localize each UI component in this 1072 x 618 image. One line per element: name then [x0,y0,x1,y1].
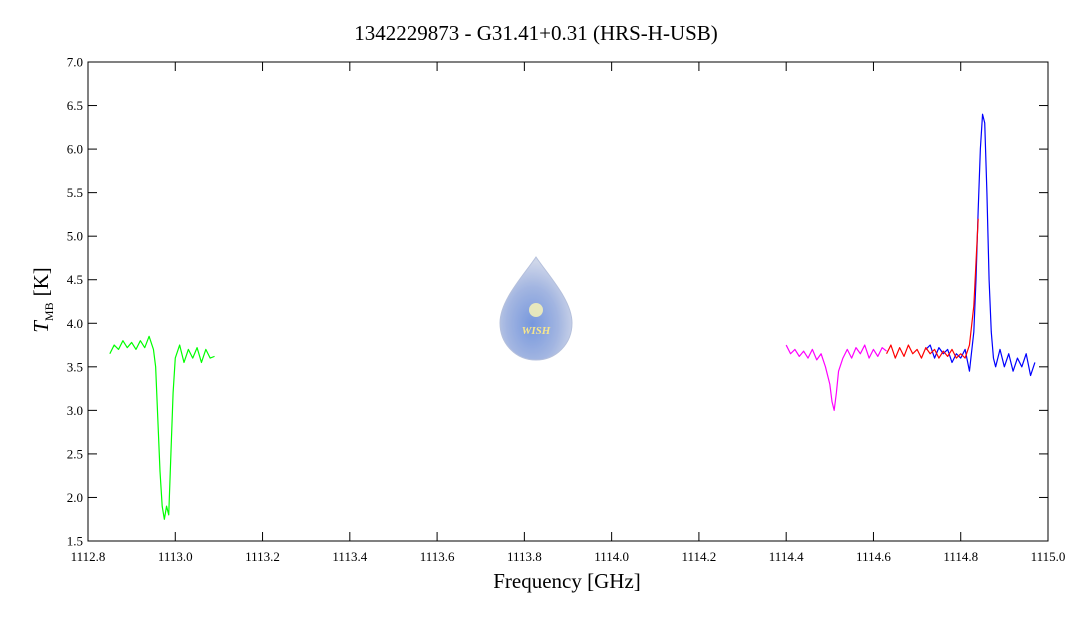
y-axis-label: TMB [K] [29,267,56,333]
y-tick-label: 3.0 [67,403,83,418]
x-tick-label: 1113.0 [158,549,193,564]
x-tick-label: 1114.8 [943,549,978,564]
chart-title: 1342229873 - G31.41+0.31 (HRS-H-USB) [354,21,718,45]
y-tick-label: 5.5 [67,185,83,200]
x-tick-label: 1114.0 [594,549,629,564]
y-tick-label: 6.0 [67,142,83,157]
y-tick-label: 3.5 [67,359,83,374]
y-label-symbol: T [29,320,53,333]
x-tick-label: 1113.6 [420,549,455,564]
y-tick-label: 2.5 [67,446,83,461]
y-tick-label: 6.5 [67,98,83,113]
plot-frame [87,61,1049,542]
y-tick-label: 5.0 [67,229,83,244]
y-tick-label: 4.5 [67,272,83,287]
spectrum-line [109,335,215,520]
spectrum-line [925,113,1036,377]
y-tick-label: 1.5 [67,534,83,549]
spectrum-line [785,344,887,411]
y-tick-label: 7.0 [67,55,83,70]
x-tick-label: 1113.2 [245,549,280,564]
y-tick-label: 2.0 [67,490,83,505]
x-tick-label: 1114.6 [856,549,891,564]
plot-area [109,113,1036,520]
x-tick-label: 1115.0 [1031,549,1066,564]
y-tick-label: 4.0 [67,316,83,331]
x-tick-label: 1113.8 [507,549,542,564]
x-tick-label: 1113.4 [332,549,367,564]
x-tick-label: 1114.2 [682,549,717,564]
spectrum-line [886,218,979,359]
y-label-unit: [K] [29,267,53,296]
logo-text: WISH [522,325,551,337]
y-label-subscript: MB [42,302,56,321]
x-tick-label: 1114.4 [769,549,804,564]
x-axis-label: Frequency [GHz] [493,569,641,593]
logo-star [529,303,543,317]
logo: WISH [499,256,573,361]
x-tick-label: 1112.8 [71,549,106,564]
